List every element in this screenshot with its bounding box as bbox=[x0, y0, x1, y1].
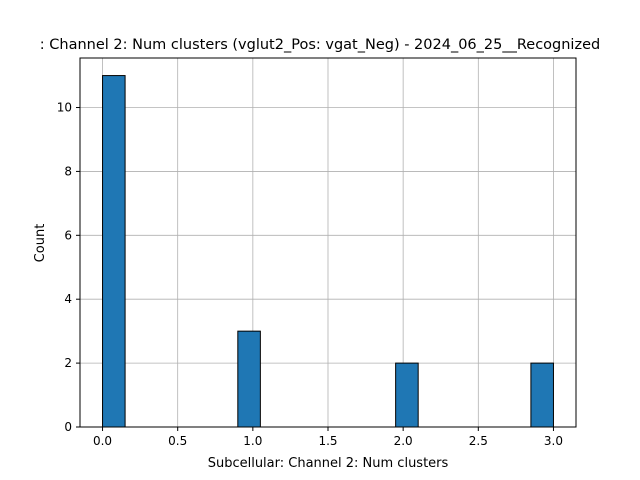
histogram-bar bbox=[530, 362, 554, 428]
x-tick-label: 0.0 bbox=[93, 434, 112, 448]
chart-title: : Channel 2: Num clusters (vglut2_Pos: v… bbox=[40, 37, 600, 53]
x-tick-label: 3.0 bbox=[544, 434, 563, 448]
histogram-bar bbox=[395, 362, 419, 428]
y-tick-label: 2 bbox=[64, 356, 72, 370]
grid-lines bbox=[80, 58, 576, 428]
x-tick-label: 2.5 bbox=[469, 434, 488, 448]
y-tick-label: 4 bbox=[64, 292, 72, 306]
x-tick-label: 1.0 bbox=[243, 434, 262, 448]
x-tick-label: 1.5 bbox=[318, 434, 337, 448]
y-tick-label: 6 bbox=[64, 228, 72, 242]
y-axis-ticks: 0 2 4 6 8 10 bbox=[57, 101, 80, 434]
histogram-bar bbox=[102, 75, 126, 428]
y-axis-label: Count bbox=[33, 224, 48, 263]
y-tick-label: 8 bbox=[64, 164, 72, 178]
x-tick-label: 0.5 bbox=[168, 434, 187, 448]
histogram-bar bbox=[237, 330, 261, 428]
y-tick-label: 0 bbox=[64, 420, 72, 434]
x-axis-ticks: 0.0 0.5 1.0 1.5 2.0 2.5 3.0 bbox=[93, 427, 563, 448]
y-tick-label: 10 bbox=[57, 101, 72, 115]
x-tick-label: 2.0 bbox=[394, 434, 413, 448]
bars bbox=[102, 75, 554, 428]
x-axis-label: Subcellular: Channel 2: Num clusters bbox=[208, 456, 449, 471]
